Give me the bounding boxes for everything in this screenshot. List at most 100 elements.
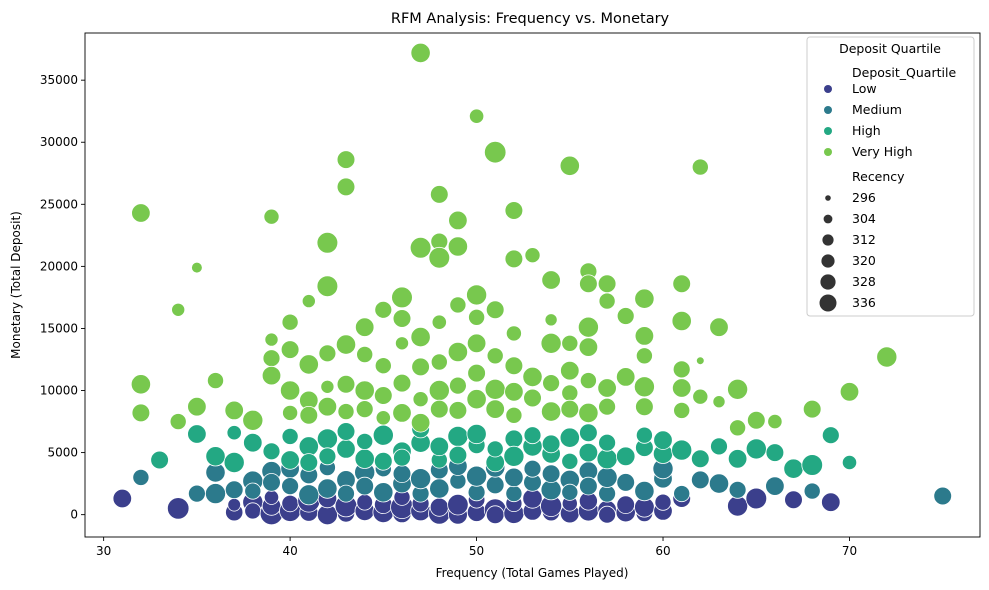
data-point: [616, 446, 636, 467]
data-point: [598, 397, 616, 416]
chart-title: RFM Analysis: Frequency vs. Monetary: [391, 11, 670, 27]
data-point: [301, 294, 316, 309]
data-point: [428, 246, 451, 269]
data-point: [244, 482, 262, 500]
data-point: [187, 484, 206, 503]
data-point: [466, 389, 487, 410]
data-point: [223, 451, 245, 473]
legend-box: [806, 36, 975, 317]
data-point: [671, 439, 693, 461]
data-point: [448, 401, 468, 420]
data-point: [671, 310, 692, 332]
legend-size-marker: [821, 254, 835, 268]
data-point: [132, 468, 150, 486]
data-point: [801, 454, 823, 476]
data-point: [708, 473, 730, 494]
data-point: [541, 434, 561, 454]
data-point: [447, 341, 468, 363]
data-point: [745, 438, 767, 460]
data-point: [579, 476, 598, 496]
x-tick-label: 40: [282, 544, 297, 558]
data-point: [466, 284, 488, 306]
data-point: [541, 270, 561, 290]
data-point: [485, 505, 505, 525]
data-point: [839, 382, 860, 402]
data-point: [316, 232, 339, 254]
data-point: [635, 397, 654, 417]
data-point: [783, 458, 804, 479]
y-axis-ticks: 0 5000 10000 15000 20000 25000 30000 35000: [40, 73, 85, 522]
data-point: [281, 427, 299, 445]
data-point: [504, 356, 524, 376]
data-point: [598, 433, 616, 452]
data-point: [449, 296, 467, 314]
data-point: [373, 386, 393, 405]
legend-hue-header: Deposit_Quartile: [852, 65, 956, 80]
legend-size-label: 296: [852, 190, 876, 205]
data-point: [263, 489, 280, 505]
data-point: [375, 410, 391, 426]
data-point: [429, 497, 449, 517]
series-low: [112, 487, 841, 526]
series-medium: [132, 456, 952, 506]
data-point: [672, 274, 691, 294]
data-point: [579, 372, 597, 390]
data-point: [767, 413, 783, 430]
data-point: [171, 302, 186, 317]
data-point: [578, 337, 599, 357]
y-tick-label: 0: [70, 508, 78, 522]
data-point: [616, 367, 636, 387]
data-point: [356, 432, 374, 450]
data-point: [317, 478, 338, 499]
data-point: [410, 413, 431, 433]
data-point: [673, 401, 691, 419]
data-point: [504, 429, 524, 449]
data-point: [616, 307, 635, 325]
data-point: [281, 494, 299, 513]
y-tick-label: 30000: [40, 135, 78, 149]
data-point: [205, 446, 226, 467]
data-point: [299, 405, 319, 425]
data-point: [243, 433, 263, 453]
data-point: [372, 424, 394, 446]
data-point: [410, 42, 431, 64]
data-point: [821, 426, 840, 445]
data-point: [692, 388, 709, 405]
data-point: [429, 399, 449, 419]
data-point: [261, 365, 282, 386]
data-point: [635, 347, 653, 365]
data-point: [316, 275, 339, 298]
data-point: [765, 443, 785, 462]
data-point: [355, 476, 375, 496]
data-point: [616, 473, 635, 492]
plot-frame: [84, 32, 981, 538]
data-point: [784, 490, 803, 510]
legend-marker: [824, 127, 832, 135]
legend-size-header: Recency: [852, 169, 905, 184]
data-point: [226, 425, 242, 441]
data-point: [485, 399, 505, 419]
data-point: [392, 464, 412, 484]
data-point: [262, 473, 281, 492]
data-point: [299, 453, 319, 472]
x-tick-label: 30: [96, 544, 111, 558]
data-point: [561, 483, 579, 501]
data-point: [634, 288, 655, 309]
data-point: [466, 423, 487, 445]
data-point: [356, 345, 374, 363]
data-point: [224, 400, 244, 421]
data-point: [318, 344, 337, 363]
data-point: [166, 497, 190, 520]
legend-size-label: 336: [852, 295, 876, 310]
data-point: [264, 332, 279, 347]
data-point: [524, 247, 541, 264]
data-point: [337, 484, 355, 503]
data-point: [597, 378, 617, 398]
data-point: [392, 373, 412, 393]
data-point: [131, 203, 151, 223]
series-very-high: [130, 42, 898, 437]
data-point: [447, 494, 469, 516]
data-point: [282, 404, 299, 421]
data-point: [316, 428, 338, 450]
legend-item-label: Low: [852, 81, 877, 96]
